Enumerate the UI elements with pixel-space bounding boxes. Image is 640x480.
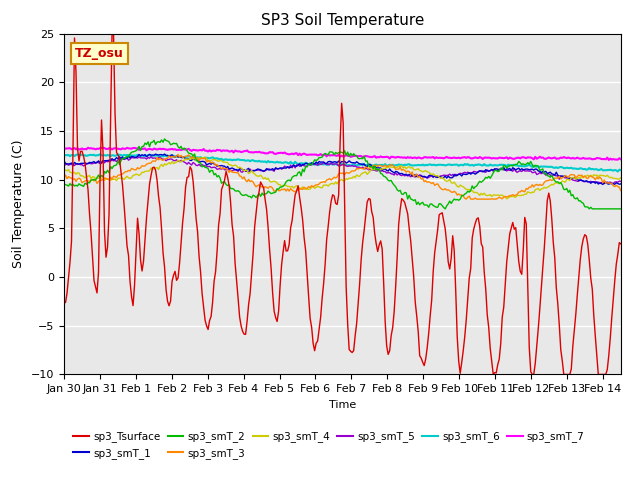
sp3_Tsurface (60, 298, 68, 304)
sp3_smT_7 (617, 156, 625, 162)
Line: sp3_smT_2: sp3_smT_2 (64, 139, 621, 209)
sp3_smT_3 (608, 180, 616, 186)
sp3_smT_5 (131, 155, 138, 161)
sp3_smT_4 (503, 196, 511, 202)
sp3_Tsurface (346, 347, 353, 352)
sp3_smT_2 (346, 153, 353, 159)
sp3_smT_3 (462, 196, 470, 202)
sp3_smT_7 (470, 155, 477, 161)
sp3_smT_1 (249, 168, 257, 174)
sp3_smT_3 (174, 152, 182, 157)
sp3_Tsurface (249, 251, 257, 256)
sp3_smT_1 (153, 152, 161, 157)
sp3_smT_4 (131, 172, 138, 178)
sp3_smT_4 (470, 190, 477, 195)
sp3_smT_2 (617, 206, 625, 212)
sp3_Tsurface (470, 227, 477, 232)
sp3_smT_1 (346, 158, 353, 164)
sp3_smT_7 (84, 145, 92, 151)
sp3_smT_6 (60, 153, 68, 158)
Line: sp3_smT_7: sp3_smT_7 (64, 148, 621, 160)
Line: sp3_Tsurface: sp3_Tsurface (64, 34, 621, 374)
Text: TZ_osu: TZ_osu (75, 47, 124, 60)
sp3_smT_2 (608, 206, 616, 212)
Line: sp3_smT_4: sp3_smT_4 (64, 157, 621, 199)
sp3_smT_4 (60, 166, 68, 172)
sp3_smT_2 (152, 142, 159, 147)
sp3_smT_2 (442, 206, 449, 212)
sp3_Tsurface (490, 372, 497, 377)
sp3_smT_1 (60, 158, 68, 164)
sp3_smT_3 (152, 158, 159, 164)
sp3_smT_1 (152, 151, 159, 157)
sp3_smT_7 (608, 156, 616, 162)
sp3_smT_7 (249, 150, 257, 156)
sp3_smT_6 (132, 153, 140, 159)
sp3_smT_3 (249, 179, 257, 185)
sp3_smT_6 (153, 153, 161, 158)
sp3_smT_4 (617, 175, 625, 180)
sp3_smT_5 (607, 180, 614, 185)
sp3_Tsurface (608, 314, 616, 320)
sp3_smT_6 (614, 168, 621, 174)
Line: sp3_smT_6: sp3_smT_6 (64, 154, 621, 171)
sp3_smT_6 (470, 163, 477, 168)
sp3_smT_6 (617, 167, 625, 173)
sp3_smT_7 (153, 147, 161, 153)
Line: sp3_smT_5: sp3_smT_5 (64, 157, 621, 183)
X-axis label: Time: Time (329, 400, 356, 409)
Y-axis label: Soil Temperature (C): Soil Temperature (C) (12, 140, 26, 268)
sp3_smT_1 (599, 181, 607, 187)
sp3_Tsurface (153, 177, 161, 183)
Legend: sp3_Tsurface, sp3_smT_1, sp3_smT_2, sp3_smT_3, sp3_smT_4, sp3_smT_5, sp3_smT_6, : sp3_Tsurface, sp3_smT_1, sp3_smT_2, sp3_… (69, 427, 589, 463)
sp3_smT_7 (60, 145, 68, 151)
sp3_smT_3 (60, 175, 68, 181)
sp3_smT_5 (617, 179, 625, 184)
sp3_smT_1 (131, 155, 138, 160)
sp3_Tsurface (617, 241, 625, 247)
sp3_smT_3 (617, 188, 625, 193)
sp3_smT_2 (60, 181, 68, 187)
Line: sp3_smT_1: sp3_smT_1 (64, 154, 621, 184)
Title: SP3 Soil Temperature: SP3 Soil Temperature (260, 13, 424, 28)
sp3_smT_4 (249, 170, 257, 176)
sp3_smT_2 (472, 184, 479, 190)
sp3_smT_4 (152, 165, 159, 171)
sp3_smT_1 (608, 181, 616, 187)
sp3_smT_4 (608, 174, 616, 180)
sp3_smT_6 (96, 151, 104, 157)
sp3_smT_1 (470, 170, 477, 176)
sp3_smT_5 (249, 168, 257, 173)
sp3_smT_5 (470, 168, 477, 174)
sp3_smT_3 (346, 170, 353, 176)
sp3_smT_5 (609, 180, 617, 186)
sp3_smT_4 (346, 175, 353, 181)
sp3_smT_5 (346, 163, 353, 168)
sp3_smT_5 (153, 156, 161, 162)
sp3_smT_5 (60, 162, 68, 168)
sp3_smT_2 (249, 192, 257, 198)
Line: sp3_smT_3: sp3_smT_3 (64, 155, 621, 199)
sp3_smT_7 (605, 157, 612, 163)
sp3_Tsurface (108, 31, 116, 36)
sp3_smT_7 (132, 145, 140, 151)
sp3_smT_6 (249, 157, 257, 163)
sp3_smT_6 (346, 162, 353, 168)
sp3_smT_7 (346, 153, 353, 159)
sp3_smT_3 (131, 167, 138, 173)
sp3_smT_2 (161, 136, 168, 142)
sp3_smT_1 (617, 181, 625, 187)
sp3_smT_3 (472, 195, 479, 201)
sp3_smT_4 (201, 155, 209, 160)
sp3_Tsurface (132, 250, 140, 256)
sp3_smT_2 (131, 148, 138, 154)
sp3_smT_5 (147, 154, 155, 160)
sp3_smT_6 (607, 167, 614, 173)
